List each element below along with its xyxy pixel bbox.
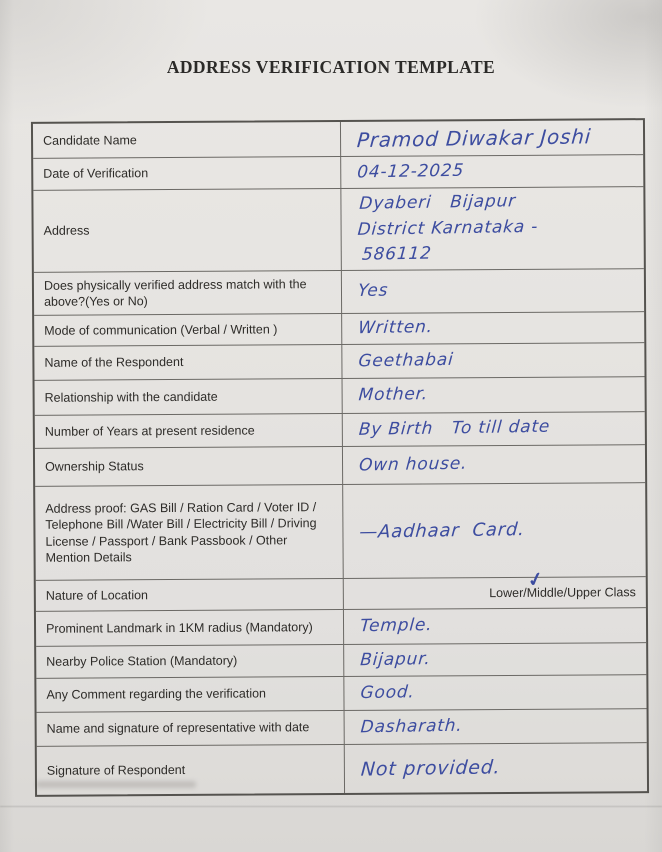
handwritten-value: Pramod Diwakar Joshi xyxy=(356,124,593,153)
field-label: Signature of Respondent xyxy=(46,762,186,778)
field-value: Mother. xyxy=(341,377,645,413)
table-row: Ownership Status Own house. xyxy=(34,445,646,487)
handwritten-value: Dyaberi Bijapur District Karnataka - 586… xyxy=(355,191,539,265)
table-row: Any Comment regarding the verification Go… xyxy=(36,675,647,713)
field-label: Prominent Landmark in 1KM radius (Mandat… xyxy=(45,620,313,636)
table-row: Relationship with the candidate Mother. xyxy=(34,377,645,416)
table-row: Number of Years at present residence By B… xyxy=(34,412,645,449)
field-value: Written. xyxy=(341,312,645,344)
page-title: ADDRESS VERIFICATION TEMPLATE xyxy=(166,57,496,77)
handwritten-value: By Birth To till date xyxy=(358,416,551,441)
handwritten-value: Mother. xyxy=(357,384,429,406)
field-value: Not provided. xyxy=(343,743,648,793)
field-value: —Aadhaar Card. xyxy=(342,483,646,578)
handwritten-value: Temple. xyxy=(359,615,434,637)
field-label: Name of the Respondent xyxy=(44,355,184,371)
field-value: Yes xyxy=(340,268,645,313)
table-row: Nearby Police Station (Mandatory) Bijapur… xyxy=(36,643,647,679)
field-label: Number of Years at present residence xyxy=(44,423,255,439)
handwritten-value: Not provided. xyxy=(360,756,502,781)
field-label: Address proof: GAS Bill / Ration Card / … xyxy=(45,500,317,565)
handwritten-value: Own house. xyxy=(358,453,468,476)
field-value: 04-12-2025 xyxy=(340,155,644,188)
field-label: Relationship with the candidate xyxy=(44,389,218,405)
table-row: Mode of communication (Verbal / Written … xyxy=(34,312,645,347)
field-value: Good. xyxy=(343,675,647,710)
field-value: Own house. xyxy=(341,445,646,484)
handwritten-value: Dasharath. xyxy=(359,715,464,738)
option-middle: Middle ✓ xyxy=(525,568,564,600)
table-row: Address proof: GAS Bill / Ration Card / … xyxy=(35,483,646,581)
table-row: Address Dyaberi Bijapur District Karnatak… xyxy=(33,187,644,273)
field-label: Any Comment regarding the verification xyxy=(46,686,267,703)
table-row: Name and signature of representative wit… xyxy=(36,709,647,747)
field-value: Dyaberi Bijapur District Karnataka - 586… xyxy=(340,187,644,270)
table-row: Prominent Landmark in 1KM radius (Mandat… xyxy=(35,608,647,647)
handwritten-value: Good. xyxy=(359,682,416,703)
ink-bleedthrough-smudge xyxy=(36,781,196,788)
paper-crease-line xyxy=(0,806,662,807)
field-label: Name and signature of representative wit… xyxy=(46,720,310,737)
table-row: Signature of Respondent Not provided. xyxy=(37,743,648,795)
field-label: Ownership Status xyxy=(45,459,144,475)
table-row: Name of the Respondent Geethabai xyxy=(34,343,645,381)
table-row: Nature of Location Lower / Middle ✓ / Uppe… xyxy=(35,568,646,612)
field-label: Does physically verified address match w… xyxy=(43,276,307,309)
field-label: Mode of communication (Verbal / Written … xyxy=(44,322,278,338)
form-table: Candidate Name Pramod Diwakar Joshi Date o… xyxy=(30,118,650,797)
table-row: Date of Verification 04-12-2025 xyxy=(33,155,644,191)
table-row: Does physically verified address match w… xyxy=(33,268,645,316)
field-label: Nature of Location xyxy=(45,588,149,603)
handwritten-value: —Aadhaar Card. xyxy=(358,519,526,543)
field-value: Lower / Middle ✓ / Upper Class xyxy=(342,568,646,609)
handwritten-value: Written. xyxy=(357,317,434,339)
field-label: Candidate Name xyxy=(43,133,137,148)
field-value: Dasharath. xyxy=(343,709,647,744)
field-label: Nearby Police Station (Mandatory) xyxy=(46,654,238,670)
field-value: Geethabai xyxy=(341,343,645,378)
field-value: Pramod Diwakar Joshi xyxy=(339,120,644,156)
handwritten-value: Bijapur. xyxy=(359,648,432,671)
field-value: By Birth To till date xyxy=(341,412,645,446)
field-label: Date of Verification xyxy=(43,166,149,182)
option-upper-class: Upper Class xyxy=(567,585,636,600)
option-lower: Lower xyxy=(489,585,524,601)
field-value: Bijapur. xyxy=(343,643,647,676)
table-row: Candidate Name Pramod Diwakar Joshi xyxy=(32,120,644,159)
handwritten-value: 04-12-2025 xyxy=(356,160,465,183)
field-value: Temple. xyxy=(342,608,647,644)
field-label: Address xyxy=(43,223,90,238)
handwritten-value: Yes xyxy=(357,280,389,302)
handwritten-value: Geethabai xyxy=(357,349,455,372)
